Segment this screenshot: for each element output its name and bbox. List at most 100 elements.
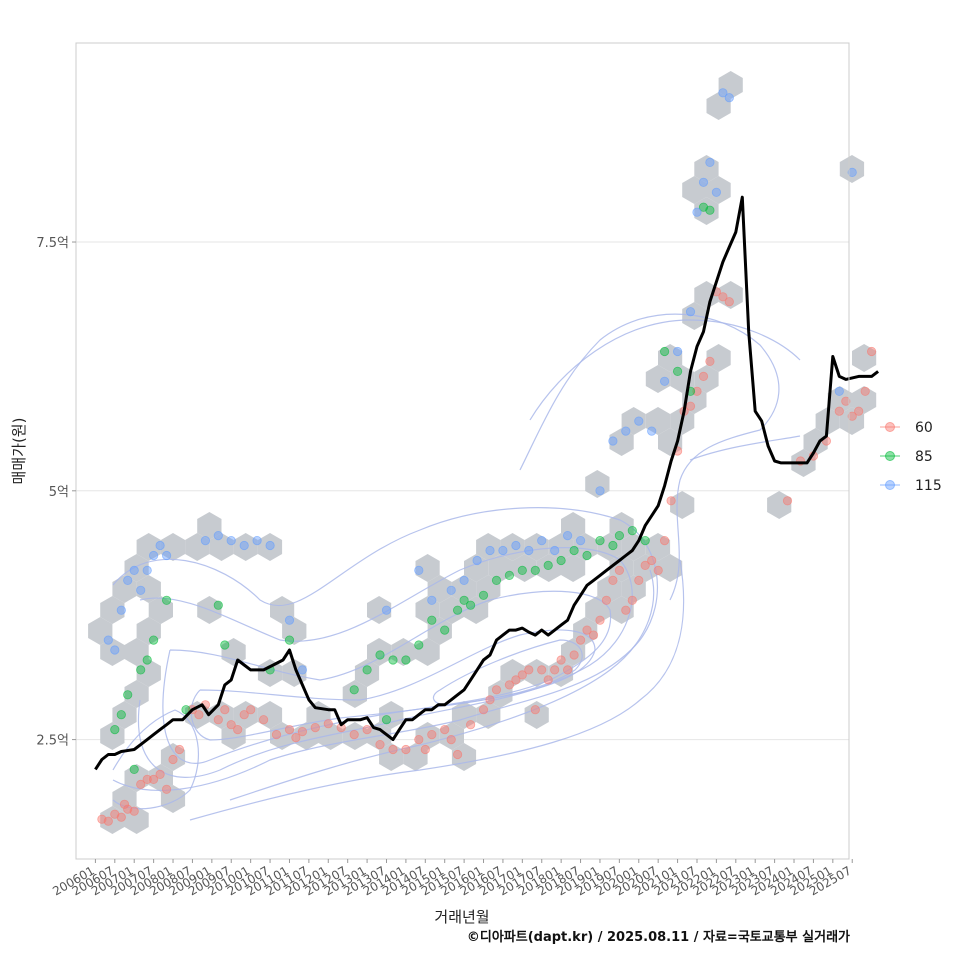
hexbin-cell [561,554,586,582]
data-point-60 [168,754,178,765]
data-point-115 [724,93,734,103]
data-point-60 [349,729,359,740]
hexbin-cell [706,176,731,204]
hexbin-cell [718,281,743,309]
data-point-115 [213,530,223,541]
hexbin-cell [270,596,295,624]
hexbin-cell [415,638,440,666]
data-point-115 [459,575,469,586]
data-point-115 [847,167,857,177]
data-point-60 [258,715,269,725]
data-point-60 [666,496,676,506]
data-point-85 [478,590,489,600]
trend-line-layer [94,195,880,771]
data-point-60 [142,774,152,785]
data-point-85 [491,575,502,586]
hexbin-cell [367,638,392,666]
hexbin-cell [464,554,489,582]
data-point-115 [718,88,728,98]
data-point-115 [685,307,696,317]
hexbin-cell [160,533,186,561]
hexbin-cell [476,533,501,561]
density-contour [112,709,200,810]
hexbin-cell [767,491,792,519]
data-point-60 [614,565,625,576]
data-point-60 [271,729,282,740]
legend-key-dot [885,451,895,461]
hexbin-cell [257,659,283,687]
data-point-115 [672,346,683,357]
data-point-60 [685,401,696,411]
data-point-60 [511,675,521,685]
hexbin-cell [694,365,719,393]
data-point-115 [485,545,495,556]
data-point-85 [110,724,120,735]
hexbin-cell [500,659,525,687]
data-point-60 [588,630,599,640]
hexbin-cell [439,722,464,750]
hexbin-cell [839,407,865,435]
hexbin-cell [197,512,222,540]
data-point-60 [129,806,139,816]
data-point-60 [595,615,605,625]
data-point-60 [291,732,301,743]
data-point-85 [381,715,392,725]
hexbin-cell [706,92,731,120]
data-point-60 [452,749,463,760]
data-point-85 [452,605,463,615]
data-point-60 [866,346,877,357]
density-contour [689,435,801,461]
y-tick-label: 7.5억 [36,236,69,251]
data-point-60 [401,744,411,755]
hexbin-cell [694,155,719,183]
data-point-115 [711,187,722,197]
data-point-60 [323,719,333,729]
hexbin-cell [112,701,137,729]
data-point-115 [595,486,605,496]
data-point-115 [647,426,657,436]
data-point-60 [233,724,243,735]
hexbin-cell [136,617,161,645]
data-point-60 [226,720,236,730]
data-point-60 [388,744,398,755]
hexbin-cell [257,701,283,729]
data-point-85 [582,550,592,561]
hexbin-cell [512,554,537,582]
hexbin-cell [500,533,525,561]
data-point-115 [136,585,146,595]
hexbin-cell [597,575,622,603]
data-point-85 [220,640,230,650]
data-point-85 [142,655,152,665]
data-point-60 [162,784,172,794]
hexbin-cell [585,470,610,498]
data-point-85 [543,560,553,571]
hexbin-cell [645,365,671,393]
data-point-60 [239,710,249,720]
data-point-115 [142,565,152,576]
hexbin-cell [803,428,828,456]
data-point-60 [136,779,146,790]
data-point-85 [349,685,359,695]
data-point-115 [472,555,482,566]
hexbin-cell [852,344,877,372]
data-point-115 [297,665,307,675]
data-point-115 [550,545,560,556]
data-point-60 [659,535,670,546]
data-point-115 [705,157,715,167]
data-point-115 [834,386,844,396]
data-point-85 [123,690,133,700]
data-point-115 [265,540,275,551]
hexbin-cell [160,743,186,771]
data-point-60 [465,720,476,730]
hexbin-cell [609,554,634,582]
data-point-60 [517,670,527,680]
data-point-60 [692,386,702,396]
hexbin-cell [221,722,246,750]
data-point-85 [640,535,650,546]
data-point-60 [653,565,663,576]
data-point-85 [672,366,683,376]
data-point-115 [103,635,113,645]
data-point-115 [446,585,456,595]
y-axis-title: 매매가(원) [10,418,28,485]
data-point-85 [362,665,372,675]
